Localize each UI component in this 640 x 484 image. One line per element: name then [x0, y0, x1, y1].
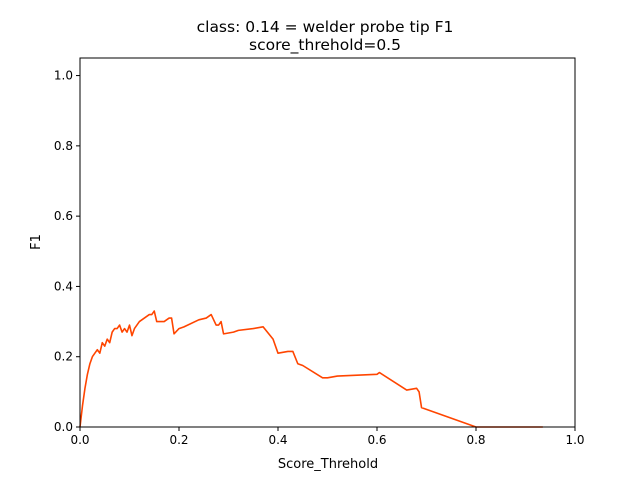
y-tick-label-0: 0.0: [54, 420, 73, 434]
x-tick-label-4: 0.8: [466, 433, 485, 447]
x-tick-label-5: 1.0: [565, 433, 584, 447]
y-tick-label-4: 0.8: [54, 139, 73, 153]
chart-subtitle: score_threhold=0.5: [249, 36, 401, 55]
y-tick-label-3: 0.6: [54, 209, 73, 223]
y-axis-label: F1: [29, 234, 44, 250]
x-axis-label: Score_Threhold: [278, 457, 378, 472]
x-tick-label-0: 0.0: [70, 433, 89, 447]
series-line-0: [79, 310, 543, 428]
y-tick-label-1: 0.2: [54, 350, 73, 364]
plot-area: 0.0 0.2 0.4 0.6 0.8 1.0 0.0 0.2 0.4 0.6 0.8 1.0: [54, 57, 585, 447]
y-tick-label-5: 1.0: [54, 69, 73, 83]
axes-frame: [79, 57, 576, 428]
x-tick-label-1: 0.2: [169, 433, 188, 447]
x-tick-label-3: 0.6: [367, 433, 386, 447]
y-tick-label-2: 0.4: [54, 279, 73, 293]
chart-title: class: 0.14 = welder probe tip F1: [197, 18, 454, 36]
x-tick-label-2: 0.4: [268, 433, 287, 447]
